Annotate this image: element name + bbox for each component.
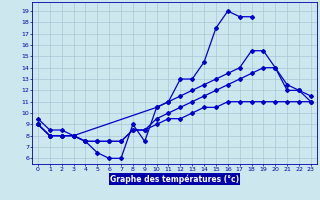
- X-axis label: Graphe des températures (°c): Graphe des températures (°c): [110, 175, 239, 184]
